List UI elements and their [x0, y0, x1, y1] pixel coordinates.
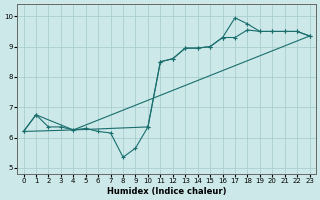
X-axis label: Humidex (Indice chaleur): Humidex (Indice chaleur)	[107, 187, 226, 196]
